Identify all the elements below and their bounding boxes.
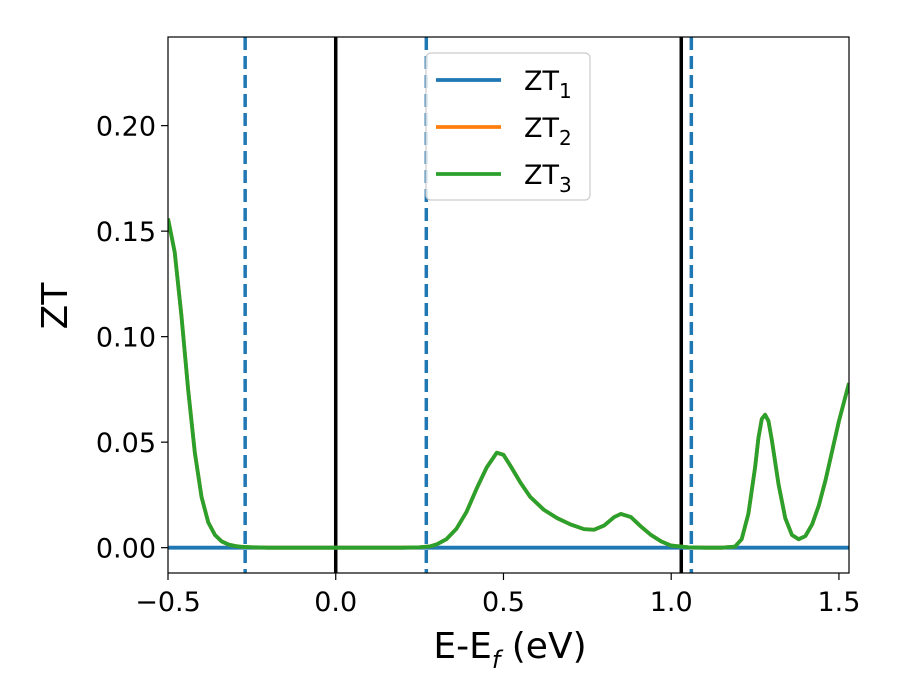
legend-label-zt2: ZT2 (524, 113, 572, 150)
plot-area (168, 37, 849, 573)
y-tick-label: 0.20 (96, 112, 156, 143)
legend-label-zt3: ZT3 (524, 160, 572, 197)
axes: −0.5 0.0 0.5 1.0 1.5 0.00 0.05 0.10 0.15 0.20 (96, 36, 860, 618)
x-tick-label: 0.0 (314, 587, 357, 618)
x-tick-label: 1.5 (817, 587, 860, 618)
legend-label-zt1: ZT1 (524, 66, 572, 103)
x-axis-label: E-Ef (eV) (433, 626, 586, 674)
axes-frame (167, 36, 850, 574)
y-tick-label: 0.05 (96, 428, 156, 459)
y-tick-label: 0.00 (96, 534, 156, 565)
legend: ZT1 ZT2 ZT3 (425, 52, 591, 201)
y-tick-label: 0.15 (96, 217, 156, 248)
x-tick-label: 1.0 (650, 587, 693, 618)
x-axis-label-unit: (eV) (500, 626, 586, 667)
x-tick-label: 0.5 (482, 587, 525, 618)
legend-box (425, 52, 591, 201)
y-axis-label: ZT (35, 282, 76, 330)
x-tick-label: −0.5 (135, 587, 201, 618)
plot-content (168, 37, 849, 573)
series-line-zt3 (168, 218, 849, 550)
y-tick-label: 0.10 (96, 323, 156, 354)
